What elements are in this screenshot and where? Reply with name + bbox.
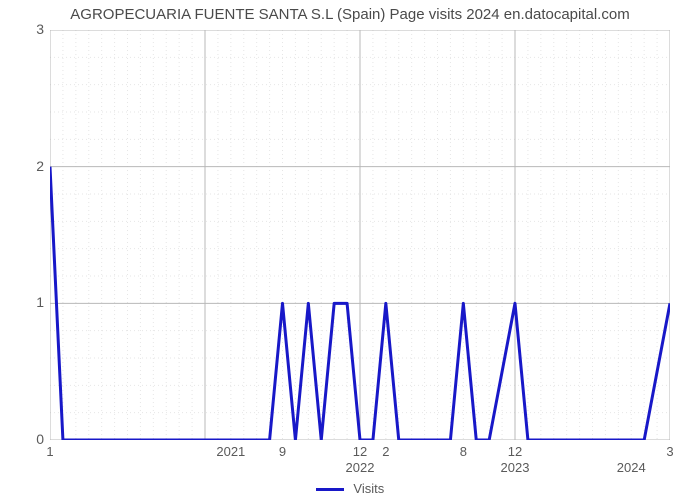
visits-chart: AGROPECUARIA FUENTE SANTA S.L (Spain) Pa… bbox=[0, 0, 700, 500]
x-tick-label: 2021 bbox=[216, 444, 245, 459]
legend-swatch bbox=[316, 488, 344, 491]
x-year-label: 2023 bbox=[501, 460, 530, 475]
x-tick-label: 9 bbox=[279, 444, 286, 459]
legend: Visits bbox=[0, 481, 700, 496]
plot-svg bbox=[50, 30, 670, 440]
y-tick-label: 2 bbox=[4, 158, 44, 174]
plot-area bbox=[50, 30, 670, 440]
x-tick-label: 2 bbox=[382, 444, 389, 459]
chart-title: AGROPECUARIA FUENTE SANTA S.L (Spain) Pa… bbox=[0, 6, 700, 23]
x-tick-label: 8 bbox=[460, 444, 467, 459]
x-tick-label: 1 bbox=[46, 444, 53, 459]
x-tick-label: 12 bbox=[353, 444, 367, 459]
x-year-label: 2022 bbox=[346, 460, 375, 475]
y-tick-label: 3 bbox=[4, 21, 44, 37]
x-tick-label: 12 bbox=[508, 444, 522, 459]
x-tick-label: 3 bbox=[666, 444, 673, 459]
y-tick-label: 1 bbox=[4, 294, 44, 310]
y-tick-label: 0 bbox=[4, 431, 44, 447]
x-year-label: 2024 bbox=[617, 460, 646, 475]
legend-label: Visits bbox=[353, 481, 384, 496]
